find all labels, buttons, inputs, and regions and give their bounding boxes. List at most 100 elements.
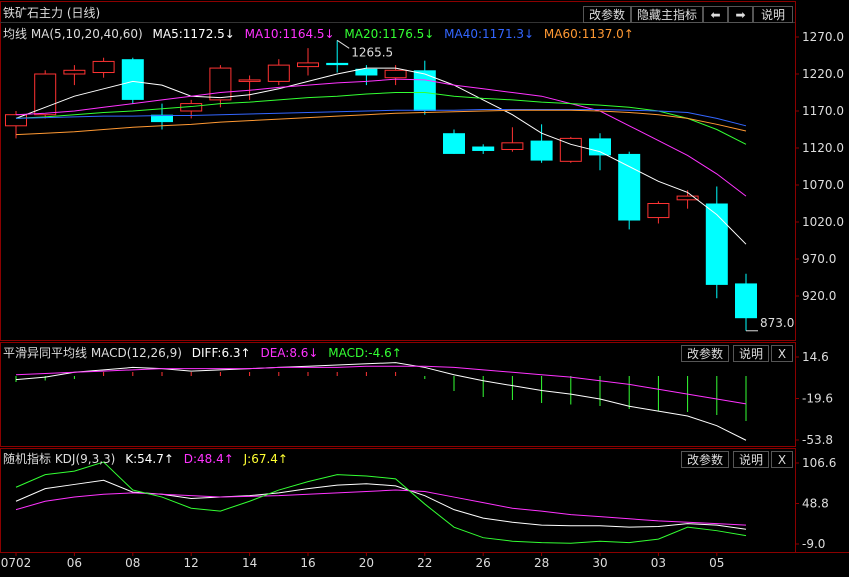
main-params-button[interactable]: 改参数 bbox=[583, 6, 631, 23]
macd-y-label-2: -53.8 bbox=[802, 433, 833, 447]
next-button[interactable]: ➡ bbox=[728, 6, 753, 23]
x-tick-label-5: 16 bbox=[300, 556, 315, 570]
y-tick-label-0: 1270.0 bbox=[802, 30, 844, 44]
x-tick-label-11: 03 bbox=[651, 556, 666, 570]
candle-body bbox=[355, 68, 378, 76]
x-tick-label-6: 20 bbox=[359, 556, 374, 570]
candle-body bbox=[618, 153, 641, 221]
x-tick-label-1: 06 bbox=[67, 556, 82, 570]
j-line bbox=[15, 461, 747, 544]
x-tick-label-12: 05 bbox=[709, 556, 724, 570]
kdj-title: 随机指标 KDJ(9,3,3) bbox=[3, 452, 116, 466]
panel-border-1 bbox=[0, 342, 796, 447]
ma-legend: 均线 MA(5,10,20,40,60) MA5:1172.5↓ MA10:11… bbox=[3, 25, 634, 42]
candle-body bbox=[238, 79, 261, 82]
ma40-value: MA40:1171.3↓ bbox=[444, 27, 535, 41]
kdj-close-button[interactable]: X bbox=[771, 451, 793, 468]
x-tick-label-7: 22 bbox=[417, 556, 432, 570]
y-tick-label-7: 920.0 bbox=[802, 289, 836, 303]
y-tick-label-6: 970.0 bbox=[802, 252, 836, 266]
x-tick-label-9: 28 bbox=[534, 556, 549, 570]
prev-button[interactable]: ⬅ bbox=[703, 6, 728, 23]
macd-help-button[interactable]: 说明 bbox=[733, 345, 769, 362]
candle-body bbox=[589, 138, 611, 156]
candles bbox=[5, 40, 757, 331]
macd-close-button[interactable]: X bbox=[771, 345, 793, 362]
diff-line bbox=[15, 362, 747, 441]
labels: 1270.0 1220.0 1170.0 1120.0 1070.0 1020.0 970.… bbox=[1, 30, 844, 570]
hide-indicator-button[interactable]: 隐藏主指标 bbox=[631, 6, 703, 23]
candle-9 bbox=[267, 59, 290, 86]
ma40-line bbox=[15, 109, 747, 127]
macd-title: 平滑异同平均线 MACD(12,26,9) bbox=[3, 346, 182, 360]
kdj-y-label-0: 106.6 bbox=[802, 456, 836, 470]
high-pointer bbox=[336, 39, 350, 49]
dea-line bbox=[15, 365, 747, 405]
candle-body bbox=[676, 195, 699, 201]
ma10-value: MA10:1164.5↓ bbox=[244, 27, 335, 41]
candle-body bbox=[559, 137, 582, 162]
macd-legend: 平滑异同平均线 MACD(12,26,9) DIFF:6.3↑ DEA:8.6↓… bbox=[3, 344, 402, 361]
candle-body bbox=[326, 62, 349, 66]
ma10-line bbox=[15, 78, 747, 197]
candle-body bbox=[705, 203, 728, 285]
candle-body bbox=[647, 203, 670, 219]
k-value: K:54.7↑ bbox=[125, 452, 174, 466]
ma5-value: MA5:1172.5↓ bbox=[152, 27, 235, 41]
x-tick-label-8: 26 bbox=[476, 556, 491, 570]
candle-body bbox=[384, 69, 407, 79]
x-tick-label-3: 12 bbox=[184, 556, 199, 570]
candle-body bbox=[92, 60, 115, 74]
kdj-y-label-1: 48.8 bbox=[802, 497, 829, 511]
candle-10 bbox=[297, 48, 319, 76]
macd-value: MACD:-4.6↑ bbox=[328, 346, 402, 360]
high-label: 1265.5 bbox=[351, 45, 393, 59]
main-title: 铁矿石主力 (日线) bbox=[3, 6, 101, 20]
kdj-y-label-2: -9.0 bbox=[802, 537, 825, 551]
candle-body bbox=[472, 146, 495, 151]
candle-18 bbox=[530, 124, 553, 163]
macd-panel bbox=[15, 362, 747, 441]
kdj-help-button[interactable]: 说明 bbox=[733, 451, 769, 468]
macd-y-label-1: -19.6 bbox=[802, 392, 833, 406]
candle-25 bbox=[735, 273, 757, 331]
candle-0 bbox=[5, 111, 27, 139]
candle-body bbox=[443, 133, 465, 154]
y-tick-label-2: 1170.0 bbox=[802, 104, 844, 118]
candle-23 bbox=[676, 190, 699, 209]
j-value: J:67.4↑ bbox=[243, 452, 288, 466]
candle-2 bbox=[63, 65, 86, 86]
k-line bbox=[15, 479, 747, 530]
candle-15 bbox=[443, 129, 465, 154]
macd-y-label-0: 14.6 bbox=[802, 350, 829, 364]
y-tick-label-4: 1070.0 bbox=[802, 178, 844, 192]
y-tick-label-3: 1120.0 bbox=[802, 141, 844, 155]
candle-14 bbox=[413, 60, 436, 115]
candle-body bbox=[530, 140, 553, 161]
ma20-line bbox=[15, 92, 747, 145]
y-tick-label-1: 1220.0 bbox=[802, 67, 844, 81]
candle-22 bbox=[647, 201, 670, 224]
candle-11 bbox=[326, 40, 349, 73]
ma60-value: MA60:1137.0↑ bbox=[543, 27, 634, 41]
x-tick-label-2: 08 bbox=[125, 556, 140, 570]
candle-19 bbox=[559, 136, 582, 163]
x-tick-label-4: 14 bbox=[242, 556, 257, 570]
ma-lines bbox=[15, 67, 747, 245]
x-tick-label-0: 0702 bbox=[1, 556, 32, 570]
candle-1 bbox=[34, 70, 57, 119]
candle-24 bbox=[705, 186, 728, 299]
low-label: 873.0 bbox=[760, 316, 794, 330]
macd-params-button[interactable]: 改参数 bbox=[681, 345, 729, 362]
candle-17 bbox=[501, 127, 524, 152]
candle-body bbox=[209, 67, 232, 101]
main-help-button[interactable]: 说明 bbox=[753, 6, 793, 23]
ma60-line bbox=[15, 109, 747, 136]
kdj-legend: 随机指标 KDJ(9,3,3) K:54.7↑ D:48.4↑ J:67.4↑ bbox=[3, 450, 288, 467]
kdj-params-button[interactable]: 改参数 bbox=[681, 451, 729, 468]
dea-value: DEA:8.6↓ bbox=[260, 346, 319, 360]
candle-body bbox=[501, 142, 524, 150]
candle-body bbox=[151, 114, 173, 123]
candle-21 bbox=[618, 151, 641, 230]
